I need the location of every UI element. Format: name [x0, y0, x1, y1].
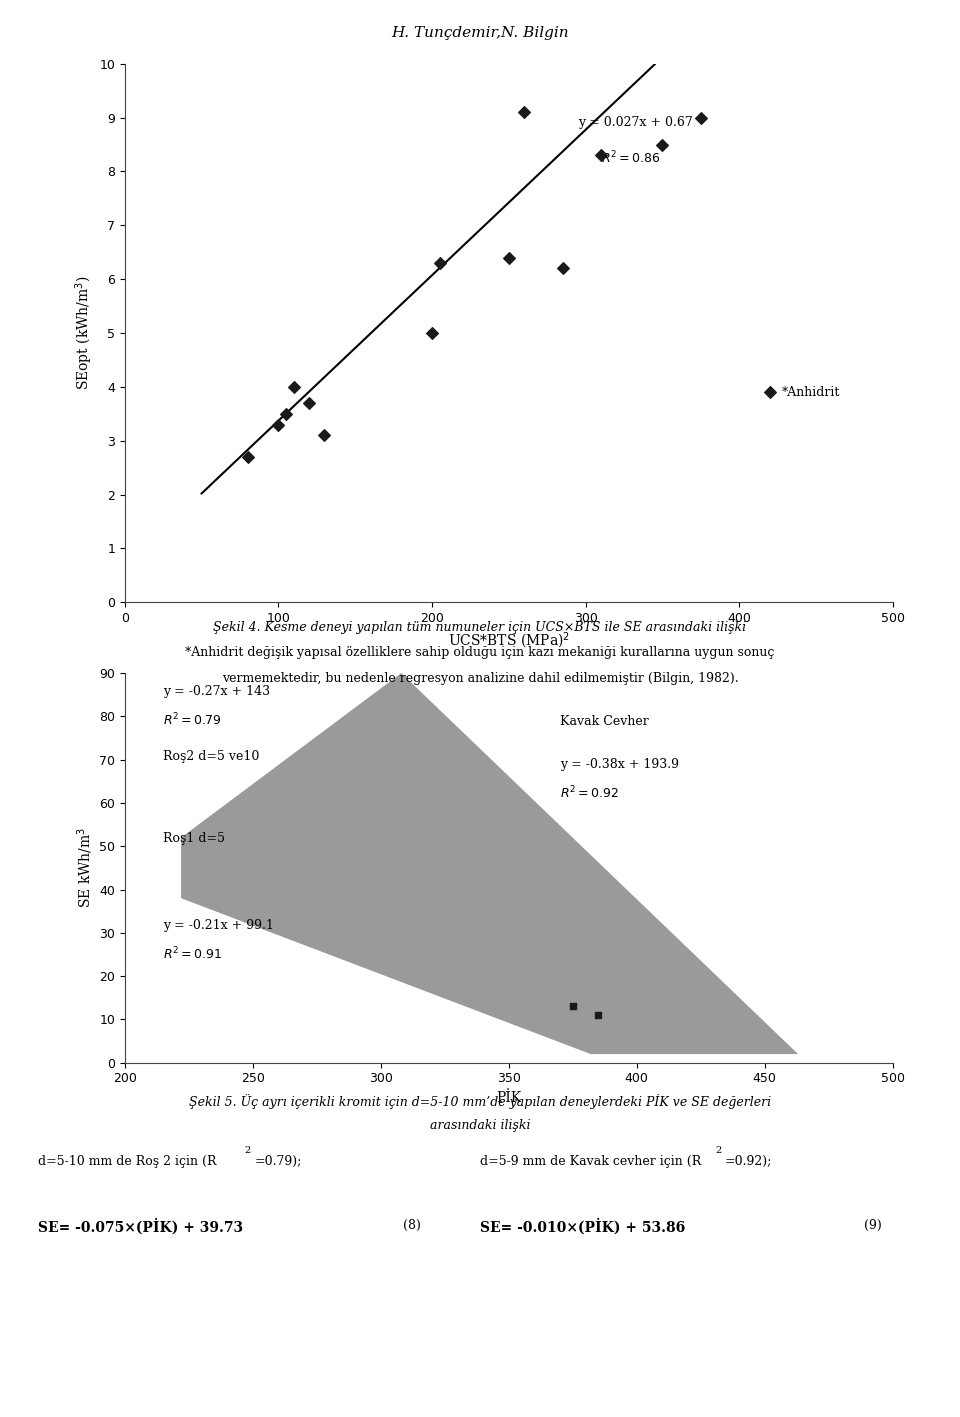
Point [565, 995, 581, 1017]
Y-axis label: SEopt (kWh/m$^3$): SEopt (kWh/m$^3$) [73, 276, 95, 390]
Point [590, 1003, 606, 1026]
Y-axis label: SE kWh/m$^3$: SE kWh/m$^3$ [75, 828, 95, 908]
Text: $R^2 = 0.79$: $R^2 = 0.79$ [163, 711, 222, 728]
Text: d=5-10 mm de Roş 2 için (R: d=5-10 mm de Roş 2 için (R [38, 1155, 217, 1168]
Text: *Anhidrit değişik yapısal özelliklere sahip olduğu için kazı mekaniği kuralların: *Anhidrit değişik yapısal özelliklere sa… [185, 646, 775, 659]
Text: arasındaki ilişki: arasındaki ilişki [430, 1119, 530, 1132]
Point [762, 381, 778, 404]
Point [271, 414, 286, 436]
Text: y = -0.21x + 99.1: y = -0.21x + 99.1 [163, 918, 274, 931]
Text: =0.79);: =0.79); [254, 1155, 301, 1168]
Text: (8): (8) [403, 1219, 421, 1231]
Text: d=5-9 mm de Kavak cevher için (R: d=5-9 mm de Kavak cevher için (R [480, 1155, 701, 1168]
Point [286, 376, 301, 398]
Text: $R^2 = 0.86$: $R^2 = 0.86$ [601, 150, 660, 166]
Text: =0.92);: =0.92); [725, 1155, 772, 1168]
Point [424, 322, 440, 344]
Point [240, 445, 255, 468]
Text: Roş1 d=5: Roş1 d=5 [163, 832, 226, 845]
Text: y = -0.27x + 143: y = -0.27x + 143 [163, 684, 271, 697]
Text: $R^2 = 0.92$: $R^2 = 0.92$ [560, 785, 619, 802]
Text: H. Tunçdemir,N. Bilgin: H. Tunçdemir,N. Bilgin [391, 26, 569, 40]
Point [501, 247, 516, 269]
Text: $R^2 = 0.91$: $R^2 = 0.91$ [163, 945, 223, 962]
Text: Şekil 4. Kesme deneyi yapılan tüm numuneler için UCS×BTS ile SE arasındaki ilişk: Şekil 4. Kesme deneyi yapılan tüm numune… [213, 621, 747, 633]
Point [301, 391, 317, 414]
Point [555, 256, 570, 279]
Point [593, 145, 609, 167]
Text: Şekil 5. Üç ayrı içerikli kromit için d=5-10 mm’de yapılan deneylerdeki PİK ve S: Şekil 5. Üç ayrı içerikli kromit için d=… [189, 1094, 771, 1110]
X-axis label: UCS*BTS (MPa)$^2$: UCS*BTS (MPa)$^2$ [447, 631, 570, 650]
Text: (9): (9) [864, 1219, 881, 1231]
Text: vermemektedir, bu nedenle regresyon analizine dahil edilmemiştir (Bilgin, 1982).: vermemektedir, bu nedenle regresyon anal… [222, 672, 738, 684]
Text: Kavak Cevher: Kavak Cevher [560, 716, 649, 728]
Point [516, 101, 532, 123]
Point [278, 402, 294, 425]
Text: y = -0.38x + 193.9: y = -0.38x + 193.9 [560, 758, 679, 771]
Point [317, 424, 332, 446]
Point [693, 106, 708, 129]
Point [655, 133, 670, 156]
Text: SE= -0.075×(PİK) + 39.73: SE= -0.075×(PİK) + 39.73 [38, 1219, 244, 1236]
Point [432, 252, 447, 275]
Polygon shape [181, 673, 798, 1054]
Text: 2: 2 [715, 1146, 722, 1155]
X-axis label: PİK: PİK [496, 1091, 521, 1105]
Text: Roş2 d=5 ve10: Roş2 d=5 ve10 [163, 750, 259, 762]
Text: y = 0.027x + 0.67: y = 0.027x + 0.67 [578, 116, 693, 129]
Text: SE= -0.010×(PİK) + 53.86: SE= -0.010×(PİK) + 53.86 [480, 1219, 685, 1236]
Text: *Anhidrit: *Anhidrit [782, 385, 841, 398]
Text: 2: 2 [245, 1146, 252, 1155]
